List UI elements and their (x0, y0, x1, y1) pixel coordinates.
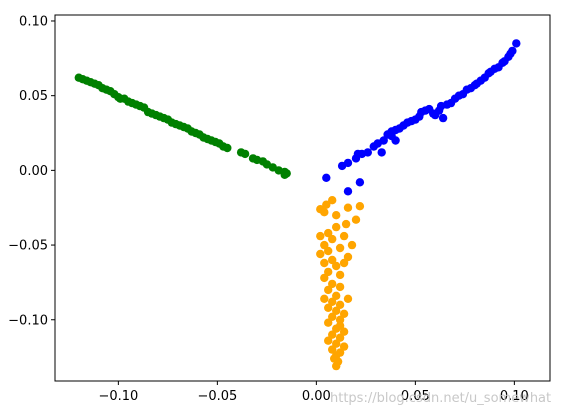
data-point (363, 148, 372, 157)
data-point (343, 252, 353, 262)
data-point (339, 342, 349, 351)
data-point (328, 196, 337, 205)
data-point (324, 246, 333, 256)
data-point (332, 222, 341, 232)
data-point (320, 208, 329, 217)
data-point (438, 113, 448, 123)
y-axis: 0.10 0.05 0.00 −0.05 −0.10 (8, 14, 55, 328)
data-point (324, 303, 333, 312)
data-point (391, 136, 400, 145)
data-point (508, 46, 517, 56)
data-point (332, 291, 341, 300)
data-point (324, 267, 333, 277)
data-point (324, 228, 333, 238)
data-point (332, 211, 341, 220)
data-point (335, 333, 345, 342)
data-point (379, 136, 388, 145)
x-axis: −0.10 −0.05 0.00 0.05 0.10 (98, 381, 529, 404)
data-point (335, 300, 345, 309)
data-point (240, 149, 250, 159)
data-point (332, 261, 341, 271)
y-tick-label: 0.05 (19, 89, 48, 104)
series-1 (322, 39, 521, 196)
data-point (339, 327, 349, 336)
x-tick-label: −0.05 (197, 389, 237, 404)
y-tick-label: −0.10 (8, 313, 48, 328)
data-point (355, 178, 365, 187)
data-point (512, 39, 521, 48)
data-point (320, 294, 329, 303)
data-point (280, 170, 289, 179)
data-point (328, 297, 337, 306)
data-point (335, 282, 345, 292)
y-tick-label: 0.00 (19, 164, 48, 179)
data-point (335, 270, 345, 280)
data-point (332, 306, 341, 315)
data-point (328, 345, 337, 354)
data-point (335, 243, 345, 253)
data-point (322, 200, 331, 209)
plot-frame (54, 14, 551, 382)
data-point (223, 143, 232, 153)
data-point (324, 336, 333, 345)
data-point (339, 258, 349, 268)
data-point (332, 339, 341, 348)
data-point (335, 321, 345, 330)
data-point (320, 240, 329, 250)
x-tick-label: 0.10 (500, 389, 529, 404)
points-layer (74, 39, 521, 371)
data-point (351, 215, 361, 224)
data-point (316, 249, 325, 259)
data-point (355, 202, 365, 211)
x-tick-label: 0.00 (302, 389, 331, 404)
data-point (377, 148, 386, 157)
data-point (341, 219, 351, 229)
data-point (322, 173, 331, 182)
data-point (343, 294, 353, 303)
data-point (339, 309, 349, 318)
y-tick-label: 0.10 (19, 14, 48, 29)
data-point (320, 258, 329, 268)
data-point (316, 231, 325, 241)
data-point (324, 285, 333, 295)
data-point (347, 240, 357, 250)
series-0 (74, 73, 291, 179)
data-point (320, 273, 329, 283)
x-tick-label: −0.10 (98, 389, 138, 404)
data-point (328, 279, 337, 289)
x-tick-label: 0.05 (401, 389, 430, 404)
data-point (328, 255, 337, 265)
data-point (339, 231, 349, 241)
data-point (328, 330, 337, 339)
series-2 (316, 196, 365, 371)
data-point (332, 361, 341, 371)
data-point (335, 315, 345, 324)
data-point (328, 234, 337, 244)
y-tick-label: −0.05 (8, 239, 48, 254)
data-point (343, 187, 353, 196)
data-point (343, 203, 353, 212)
data-point (324, 318, 333, 327)
watermark-text: https://blog.csdn.net/u_somewhat (330, 391, 551, 406)
data-point (328, 312, 337, 321)
data-point (343, 158, 353, 168)
